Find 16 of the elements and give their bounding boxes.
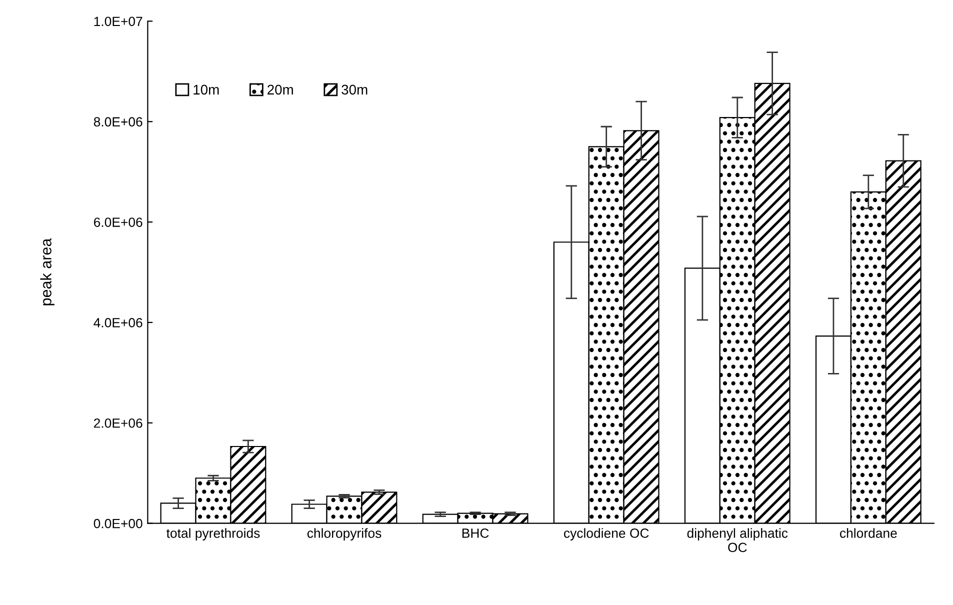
y-tick-label: 6.0E+06 xyxy=(94,218,142,227)
y-tick-label: 2.0E+06 xyxy=(94,418,142,428)
y-tick-label: 8.0E+06 xyxy=(94,117,142,127)
legend-label: 20m xyxy=(268,84,293,95)
x-tick-label: cyclodiene OC xyxy=(564,528,649,540)
y-tick-label: 4.0E+06 xyxy=(94,318,142,328)
legend-label: 10m xyxy=(194,84,219,95)
y-tick-label: 1.0E+07 xyxy=(94,16,142,26)
legend-label: 30m xyxy=(342,84,368,95)
y-axis-title: peak area xyxy=(40,238,54,306)
x-tick-label: chloropyrifos xyxy=(307,528,382,540)
x-tick-label: diphenyl aliphatic OC xyxy=(687,528,788,552)
y-tick-label: 0.0E+00 xyxy=(94,518,142,528)
x-tick-label: total pyrethroids xyxy=(166,528,260,540)
x-tick-label: BHC xyxy=(462,528,489,538)
x-tick-label: chlordane xyxy=(840,528,897,538)
